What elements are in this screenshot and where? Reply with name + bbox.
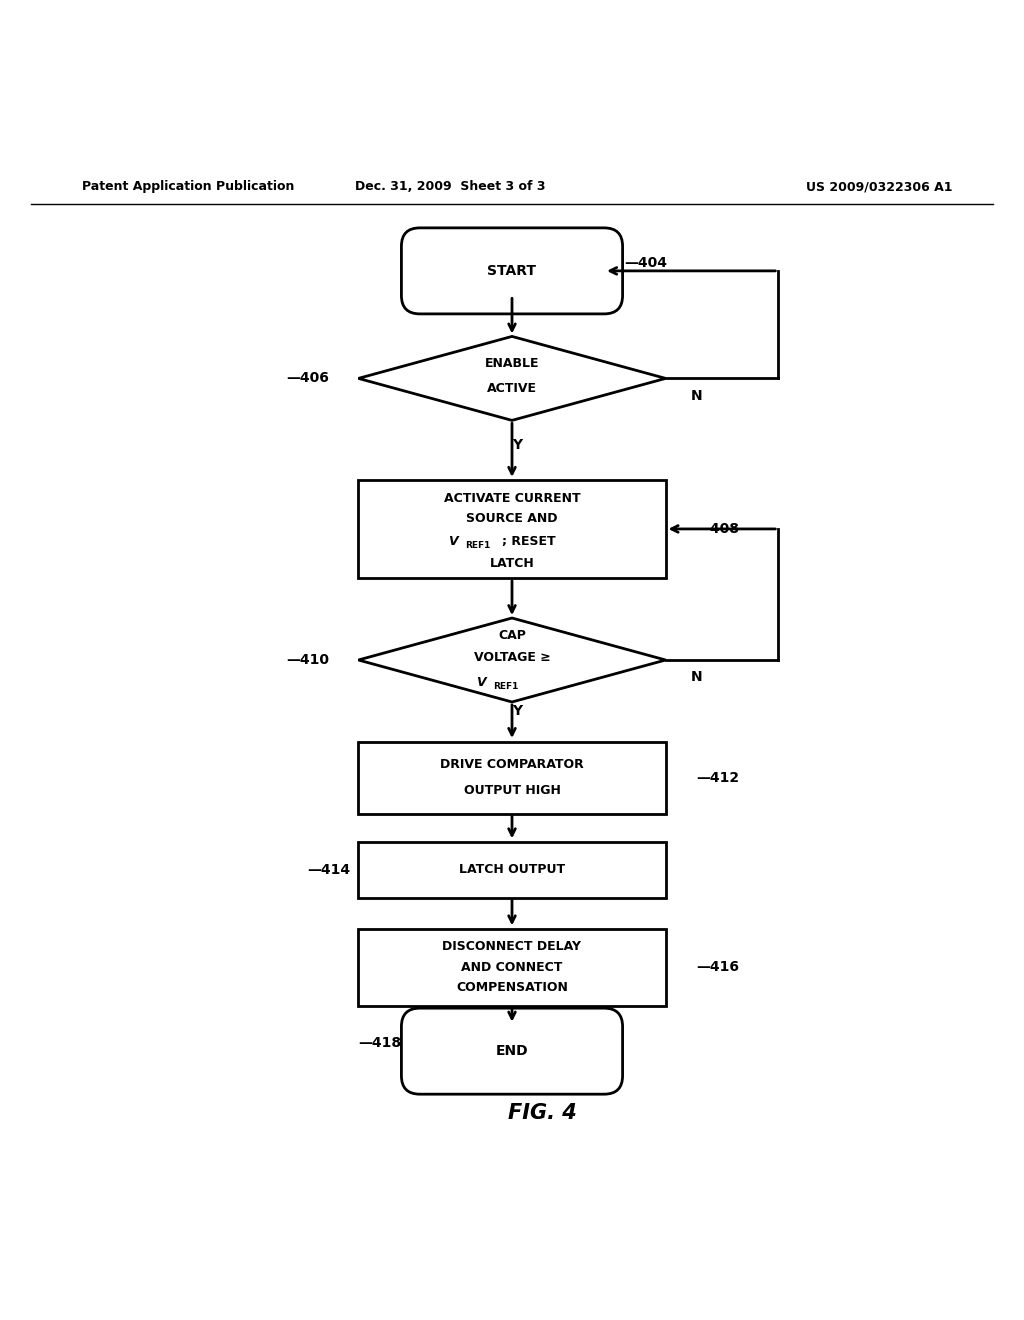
- Text: V: V: [476, 676, 485, 689]
- Text: START: START: [487, 264, 537, 279]
- Text: —410: —410: [287, 653, 330, 667]
- FancyBboxPatch shape: [401, 1008, 623, 1094]
- Polygon shape: [358, 337, 666, 420]
- Text: AND CONNECT: AND CONNECT: [462, 961, 562, 974]
- Text: DRIVE COMPARATOR: DRIVE COMPARATOR: [440, 758, 584, 771]
- Text: —404: —404: [625, 256, 668, 269]
- Text: Dec. 31, 2009  Sheet 3 of 3: Dec. 31, 2009 Sheet 3 of 3: [355, 181, 546, 194]
- Bar: [358, 742, 666, 813]
- Text: LATCH: LATCH: [489, 557, 535, 570]
- Bar: [358, 842, 666, 898]
- Text: Patent Application Publication: Patent Application Publication: [82, 181, 294, 194]
- Text: —406: —406: [287, 371, 330, 385]
- Text: N: N: [690, 389, 702, 403]
- Text: ACTIVATE CURRENT: ACTIVATE CURRENT: [443, 492, 581, 504]
- Bar: [358, 929, 666, 1006]
- Text: —416: —416: [696, 960, 739, 974]
- Text: END: END: [496, 1044, 528, 1059]
- Text: V: V: [449, 535, 458, 548]
- Text: —418: —418: [358, 1036, 401, 1049]
- Text: VOLTAGE ≥: VOLTAGE ≥: [474, 652, 550, 664]
- Text: CAP: CAP: [498, 628, 526, 642]
- FancyBboxPatch shape: [401, 228, 623, 314]
- Polygon shape: [358, 618, 666, 702]
- Text: SOURCE AND: SOURCE AND: [466, 512, 558, 525]
- Text: Y: Y: [512, 438, 522, 451]
- Text: REF1: REF1: [494, 682, 519, 692]
- Text: ACTIVE: ACTIVE: [487, 383, 537, 395]
- Text: Y: Y: [512, 704, 522, 718]
- Text: —412: —412: [696, 771, 739, 785]
- Text: OUTPUT HIGH: OUTPUT HIGH: [464, 784, 560, 796]
- Text: REF1: REF1: [465, 541, 490, 550]
- Text: LATCH OUTPUT: LATCH OUTPUT: [459, 863, 565, 876]
- Text: —414: —414: [307, 863, 350, 876]
- Text: COMPENSATION: COMPENSATION: [456, 981, 568, 994]
- Bar: [358, 480, 666, 578]
- Text: FIG. 4: FIG. 4: [508, 1102, 578, 1122]
- Text: —408: —408: [696, 521, 739, 536]
- Text: ENABLE: ENABLE: [484, 356, 540, 370]
- Text: DISCONNECT DELAY: DISCONNECT DELAY: [442, 940, 582, 953]
- Text: US 2009/0322306 A1: US 2009/0322306 A1: [806, 181, 952, 194]
- Text: ; RESET: ; RESET: [502, 535, 555, 548]
- Text: N: N: [690, 671, 702, 684]
